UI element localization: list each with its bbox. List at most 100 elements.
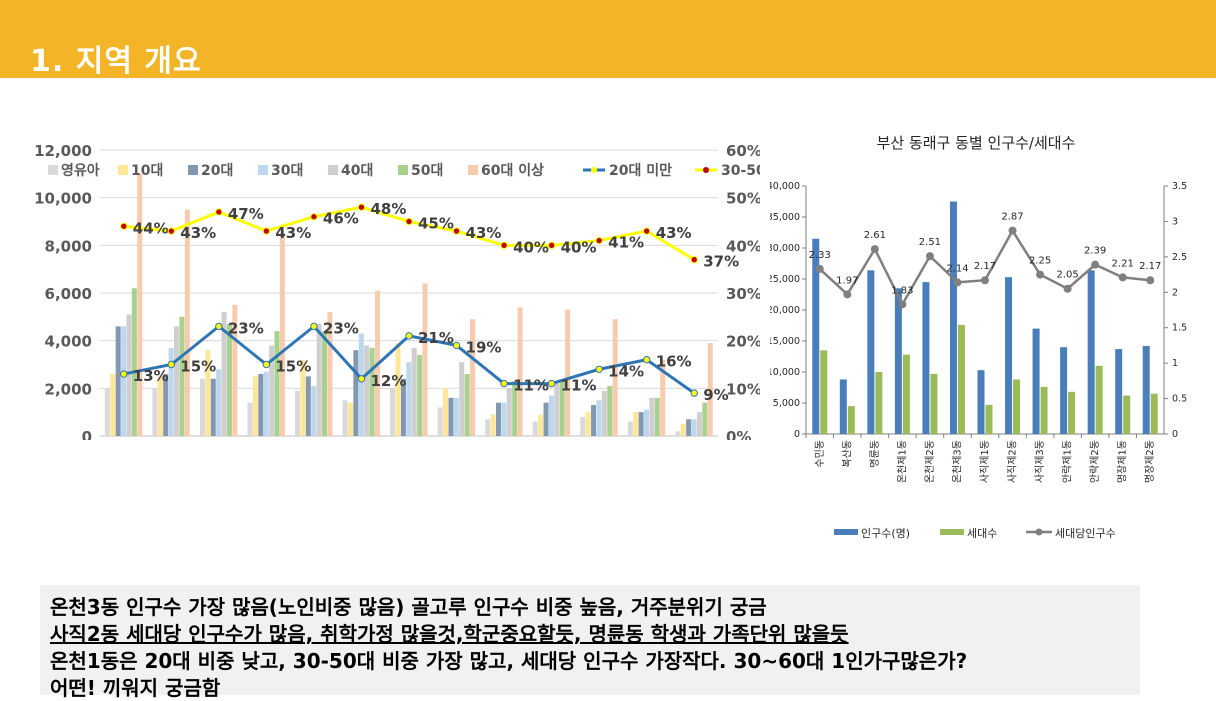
y2-tick-label: 3 — [1172, 216, 1178, 227]
x-tick-label: 수민동 — [814, 440, 826, 468]
data-label: 2.61 — [864, 230, 886, 241]
line-point — [357, 203, 366, 211]
y2-tick-label: 0.5 — [1172, 394, 1187, 405]
line-point — [953, 278, 962, 287]
data-label: 2.14 — [946, 263, 968, 274]
bar — [179, 316, 185, 436]
y2-tick-label: 0 — [1172, 429, 1178, 440]
data-label: 11% — [561, 377, 597, 395]
bar — [565, 309, 571, 436]
bar — [506, 388, 512, 436]
bar — [707, 343, 713, 436]
legend-label: 세대수 — [967, 527, 997, 540]
bar — [232, 304, 238, 436]
population-household-chart: 부산 동래구 동별 인구수/세대수 0 5,000 10,000 15,000 20,00… — [770, 134, 1187, 540]
line-point — [405, 332, 413, 340]
line-point — [357, 375, 366, 383]
bar — [311, 385, 317, 436]
bar — [1068, 391, 1076, 434]
y-tick-label: 40,000 — [770, 181, 800, 192]
bar — [627, 421, 633, 436]
line-point — [500, 241, 508, 250]
line-point — [1118, 273, 1127, 282]
bar — [543, 402, 549, 436]
line-point — [898, 300, 907, 309]
legend-label: 20대 미만 — [609, 163, 672, 179]
line-point — [1036, 270, 1045, 279]
title-bar: 1. 지역 개요 — [0, 0, 1216, 79]
y-tick-label: 0 — [82, 428, 92, 440]
bar — [216, 369, 222, 436]
line-point — [262, 227, 271, 235]
data-label: 2.51 — [919, 237, 941, 248]
bar — [977, 370, 985, 434]
bar — [820, 350, 828, 434]
note-3: 온천1동은 20대 비중 낮고, 30-50대 비중 가장 많고, 세대당 인구… — [50, 649, 968, 673]
line-point — [452, 341, 461, 350]
bar — [417, 354, 423, 436]
x-tick-label: 사직제2동 — [1007, 440, 1019, 483]
bar — [559, 381, 565, 436]
bar — [199, 378, 205, 436]
bar — [922, 282, 930, 434]
data-label: 46% — [323, 210, 359, 228]
age-distribution-chart: 0 2,000 4,000 6,000 8,000 10,000 12,000 0% 10% 20… — [34, 142, 760, 440]
data-label: 2.17 — [1139, 261, 1161, 272]
bar — [957, 324, 965, 434]
bar — [353, 350, 359, 436]
bar — [274, 331, 280, 436]
line-point — [870, 245, 879, 254]
line-point — [215, 208, 223, 216]
bar — [364, 345, 370, 436]
y-tick-label: 10,000 — [770, 367, 800, 378]
bar — [501, 402, 507, 436]
bar — [137, 173, 143, 437]
data-label: 48% — [370, 200, 406, 218]
bar — [104, 388, 110, 436]
y-tick-label: 4,000 — [45, 333, 92, 351]
legend-swatch — [468, 165, 478, 175]
bar — [902, 354, 910, 434]
bar — [538, 414, 544, 436]
bar — [157, 376, 163, 436]
bar — [490, 414, 496, 436]
x-tick-label: 복산동 — [841, 440, 853, 468]
legend-label: 40대 — [341, 163, 373, 179]
legend-swatch — [328, 165, 338, 175]
data-label: 40% — [561, 238, 597, 256]
page-title: 1. 지역 개요 — [30, 44, 202, 79]
bar — [649, 397, 655, 436]
y2-tick-label: 50% — [726, 190, 760, 208]
data-label: 14% — [608, 362, 644, 380]
line-point — [1008, 226, 1017, 235]
note-4: 어떤! 끼워지 궁금함 — [50, 676, 221, 700]
y-tick-label: 25,000 — [770, 274, 800, 285]
bar — [696, 412, 702, 436]
bar — [930, 373, 938, 434]
bar — [358, 333, 364, 436]
line-point — [595, 236, 603, 245]
bar — [342, 400, 348, 436]
line-point — [843, 290, 852, 299]
data-label: 9% — [703, 386, 728, 404]
bar — [300, 359, 306, 436]
line-point — [1063, 284, 1072, 293]
bar — [1115, 349, 1123, 434]
bar — [847, 406, 855, 434]
bar — [369, 347, 375, 436]
bar — [322, 331, 328, 436]
bar — [316, 323, 322, 436]
y-tick-label: 8,000 — [45, 237, 92, 255]
bar — [1150, 393, 1158, 434]
line-point — [690, 255, 698, 264]
y2-tick-label: 30% — [726, 285, 760, 303]
note-1: 온천3동 인구수 가장 많음(노인비중 많음) 골고루 인구수 비중 높음, 거… — [50, 595, 767, 619]
line-point — [310, 213, 318, 221]
data-label: 37% — [703, 253, 739, 271]
line-point — [310, 322, 318, 331]
notes-box: 온천3동 인구수 가장 많음(노인비중 많음) 골고루 인구수 비중 높음, 거… — [40, 585, 1140, 700]
data-label: 1.97 — [836, 275, 858, 286]
bar — [443, 388, 449, 436]
data-label: 43% — [656, 224, 692, 242]
data-label: 21% — [418, 329, 454, 347]
